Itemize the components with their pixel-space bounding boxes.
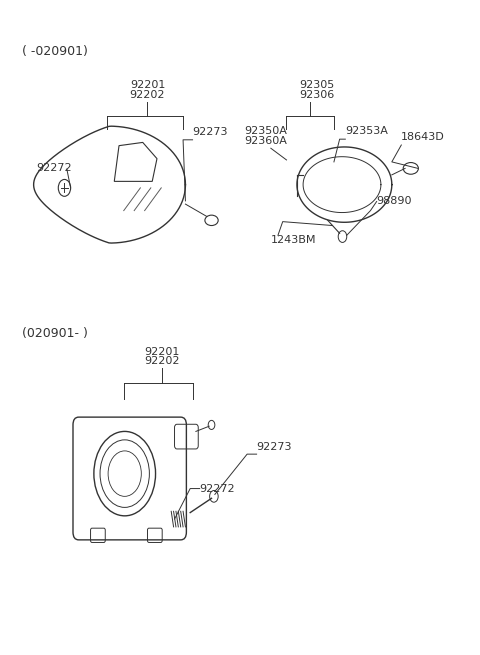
Text: 92202: 92202	[130, 90, 165, 100]
Text: ( -020901): ( -020901)	[22, 45, 88, 58]
Text: (020901- ): (020901- )	[22, 328, 88, 341]
Text: 92305: 92305	[300, 81, 335, 90]
Text: 98890: 98890	[377, 196, 412, 206]
Text: 92306: 92306	[300, 90, 335, 100]
Text: 92201: 92201	[144, 346, 180, 357]
Text: 92350A: 92350A	[245, 126, 288, 136]
Text: 92360A: 92360A	[245, 136, 288, 145]
Text: 92272: 92272	[36, 163, 72, 174]
Text: 92202: 92202	[144, 356, 180, 366]
Text: 92273: 92273	[192, 127, 228, 137]
Text: 92201: 92201	[130, 81, 165, 90]
Text: 92273: 92273	[257, 442, 292, 452]
Text: 92272: 92272	[200, 483, 235, 494]
Text: 18643D: 18643D	[400, 132, 444, 142]
Text: 92353A: 92353A	[345, 126, 388, 136]
Text: 1243BM: 1243BM	[271, 234, 316, 244]
